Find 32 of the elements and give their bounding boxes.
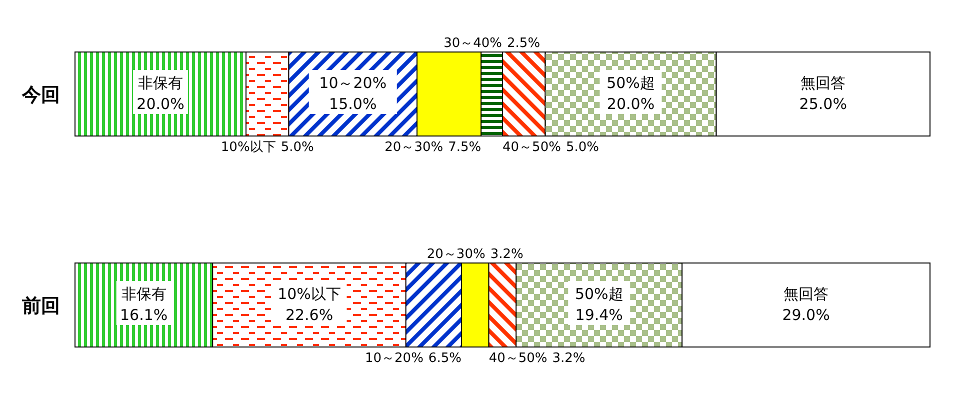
series-label: 非保有 bbox=[138, 74, 183, 92]
data-label: 16.1% bbox=[120, 306, 168, 324]
y-tick-label: 前回 bbox=[21, 295, 60, 317]
y-tick-label: 今回 bbox=[21, 84, 60, 106]
text: 非保有 bbox=[121, 285, 166, 303]
data-label: 6.5% bbox=[428, 351, 462, 366]
text: 無回答 bbox=[784, 285, 829, 303]
series-label: 10%以下 bbox=[220, 140, 276, 155]
text: 10%以下 bbox=[278, 285, 341, 303]
data-label: 3.2% bbox=[552, 351, 586, 366]
data-label: 20.0% bbox=[606, 95, 655, 113]
text: 40～50% bbox=[488, 351, 548, 366]
series-label: 10～20% bbox=[364, 351, 424, 366]
data-label: 29.0% bbox=[782, 306, 830, 324]
series-label: 20～30% bbox=[426, 247, 486, 262]
data-label: 3.2% bbox=[490, 247, 524, 262]
data-label: 2.5% bbox=[507, 36, 540, 51]
data-label: 22.6% bbox=[285, 306, 334, 324]
data-label: 25.0% bbox=[799, 95, 847, 113]
series-label: 50%超 bbox=[606, 74, 655, 92]
data-label: 20.0% bbox=[136, 95, 184, 113]
series-label: 30～40% bbox=[444, 36, 502, 51]
data-label: 5.0% bbox=[566, 140, 599, 155]
data-label: 15.0% bbox=[329, 95, 377, 113]
data-label: 7.5% bbox=[448, 140, 482, 155]
text: 50%超 bbox=[574, 285, 624, 303]
series-label: 無回答 bbox=[800, 74, 846, 92]
text: 20～30% bbox=[384, 140, 444, 155]
text: 10～20% bbox=[319, 74, 387, 92]
data-label: 19.4% bbox=[575, 306, 623, 324]
data-label: 5.0% bbox=[280, 140, 314, 155]
series-label: 40～50% bbox=[502, 140, 561, 155]
